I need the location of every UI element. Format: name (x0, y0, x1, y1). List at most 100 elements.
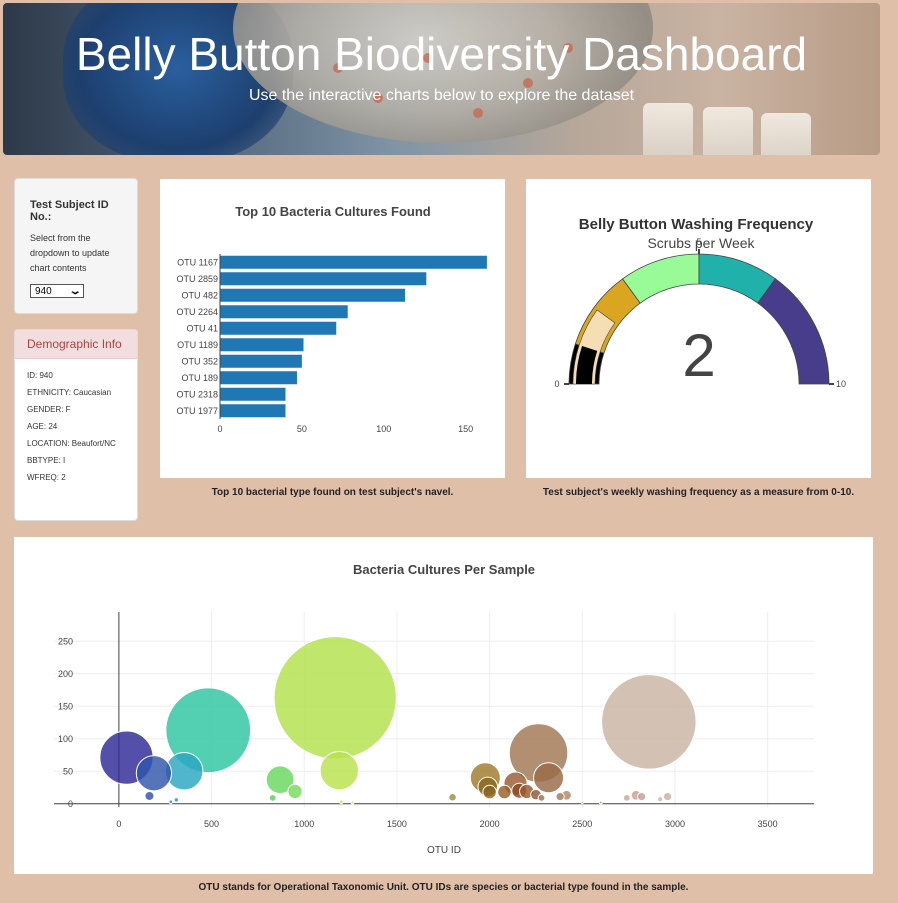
demographic-row: BBTYPE: I (27, 456, 66, 465)
page-subtitle: Use the interactive charts below to expl… (248, 87, 635, 104)
gauge-tick-label: 10 (836, 379, 846, 389)
subject-id-dropdown[interactable]: 940 ⌄ (30, 284, 84, 298)
gauge-chart-panel: Belly Button Washing Frequency Scrubs pe… (526, 179, 871, 478)
bar-chart-category-label: OTU 1189 (177, 340, 218, 350)
demographic-row: ETHNICITY: Caucasian (27, 388, 112, 397)
bubble-chart-point (287, 783, 303, 800)
bar-chart-category-label: OTU 352 (181, 356, 218, 366)
bar-chart-bar (220, 321, 337, 335)
bar-chart-category-label: OTU 1167 (177, 257, 218, 267)
subject-selector-hint: Select from the dropdown to update chart… (30, 233, 110, 273)
bubble-chart-point (144, 790, 155, 801)
banner-image-jar (761, 113, 811, 155)
bubble-chart-point (135, 755, 173, 792)
subject-id-selected-value: 940 (35, 285, 52, 297)
bubble-chart-point (482, 784, 497, 800)
bar-chart-xtick-label: 50 (297, 424, 307, 434)
bar-chart-category-label: OTU 2318 (176, 389, 218, 399)
bar-chart: Top 10 Bacteria Cultures Found OTU 1167 O… (176, 204, 487, 434)
bubble-chart-point (555, 791, 565, 802)
banner-image-colony (423, 53, 433, 63)
demographic-row: WFREQ: 2 (27, 473, 66, 482)
chevron-down-icon: ⌄ (68, 285, 82, 297)
bar-chart-bar (220, 354, 302, 368)
bar-chart-bar (220, 338, 304, 352)
bar-chart-caption: Top 10 bacterial type found on test subj… (211, 487, 454, 498)
banner-image-colony (333, 63, 343, 73)
bar-chart-bar (220, 272, 427, 286)
bubble-chart-xtick-label: 0 (116, 819, 121, 829)
bar-chart-xtick-label: 150 (458, 424, 473, 434)
banner-image-jar (643, 103, 693, 155)
gauge-tick-label: 5 (696, 237, 701, 247)
bubble-chart-xtick-label: 1000 (294, 819, 314, 829)
bubble-chart-xtick-label: 2500 (572, 819, 592, 829)
gauge-chart-caption: Test subject's weekly washing frequency … (542, 487, 855, 498)
bubble-chart-point (265, 765, 295, 795)
bubble-chart-xtick-label: 3000 (665, 819, 685, 829)
bar-chart-bar (220, 404, 286, 418)
bubble-chart-xlabel: OTU ID (427, 845, 461, 856)
gauge-tick-label: 0 (554, 379, 559, 389)
banner-image-colony (373, 93, 383, 103)
bubble-chart-point (165, 687, 252, 774)
bar-chart-bar (220, 255, 487, 269)
bubble-chart: Bacteria Cultures Per Sample OTU ID 0 500… (54, 562, 814, 856)
bubble-chart-xtick-label: 2000 (480, 819, 500, 829)
bubble-chart-ytick-label: 50 (63, 766, 73, 776)
gauge-chart-subtitle: Scrubs per Week (647, 235, 755, 251)
subject-selector-panel: Test Subject ID No.: Select from the dro… (14, 178, 138, 314)
demographic-info-body: ID: 940 ETHNICITY: Caucasian GENDER: F A… (15, 359, 137, 502)
bubble-chart-point (598, 800, 603, 805)
bar-chart-xtick-label: 100 (376, 424, 391, 434)
bubble-chart-point (497, 784, 512, 800)
bar-chart-category-label: OTU 1977 (176, 406, 218, 416)
bubble-chart-panel: Bacteria Cultures Per Sample OTU ID 0 500… (14, 537, 873, 874)
gauge-value-number: 2 (682, 322, 715, 389)
bar-chart-category-label: OTU 41 (186, 323, 218, 333)
bubble-chart-point (338, 799, 344, 805)
bubble-chart-ytick-label: 0 (68, 799, 73, 809)
bar-chart-bar (220, 387, 286, 401)
gauge-chart-title: Belly Button Washing Frequency (579, 216, 814, 233)
bar-chart-bar (220, 305, 348, 319)
bubble-chart-point (657, 796, 664, 803)
bubble-chart-point (273, 636, 397, 760)
bubble-chart-point (268, 794, 277, 802)
bubble-chart-title: Bacteria Cultures Per Sample (353, 562, 535, 577)
bar-chart-panel: Top 10 Bacteria Cultures Found OTU 1167 O… (160, 179, 505, 478)
bar-chart-category-label: OTU 482 (181, 290, 218, 300)
bubble-chart-point (580, 800, 584, 805)
bubble-chart-point (173, 797, 180, 803)
page-title: Belly Button Biodiversity Dashboard (75, 28, 808, 80)
bubble-chart-point (533, 762, 565, 794)
bar-chart-xtick-label: 0 (217, 424, 222, 434)
bubble-chart-ytick-label: 100 (58, 734, 73, 744)
gauge-value-bar-core (576, 345, 598, 384)
bubble-chart-point (622, 794, 631, 802)
banner-image-colony (473, 108, 483, 118)
bubble-chart-ytick-label: 150 (58, 701, 73, 711)
bubble-chart-ytick-label: 250 (58, 636, 73, 646)
bar-chart-category-label: OTU 2859 (176, 274, 218, 284)
gauge-chart: Belly Button Washing Frequency Scrubs pe… (554, 216, 846, 389)
bubble-chart-xtick-label: 500 (204, 819, 219, 829)
demographic-row: LOCATION: Beaufort/NC (27, 439, 116, 448)
bubble-chart-point (537, 794, 546, 802)
bubble-chart-xtick-label: 3500 (758, 819, 778, 829)
subject-selector-label: Test Subject ID No.: (30, 199, 109, 223)
bubble-chart-point (601, 674, 697, 770)
bar-chart-title: Top 10 Bacteria Cultures Found (235, 204, 431, 219)
demographic-row: AGE: 24 (27, 422, 58, 431)
demographic-row: ID: 940 (27, 371, 53, 380)
bar-chart-category-label: OTU 189 (181, 373, 218, 383)
banner-image-colony (563, 43, 573, 53)
bar-chart-bar (220, 371, 297, 385)
bubble-chart-point (350, 800, 355, 805)
gauge-step-band (757, 278, 830, 385)
bubble-chart-point (448, 793, 457, 802)
banner-image-jar (703, 107, 753, 155)
bubble-chart-point (168, 799, 174, 805)
bubble-chart-caption: OTU stands for Operational Taxonomic Uni… (198, 882, 689, 893)
bubble-chart-ytick-label: 200 (58, 669, 73, 679)
